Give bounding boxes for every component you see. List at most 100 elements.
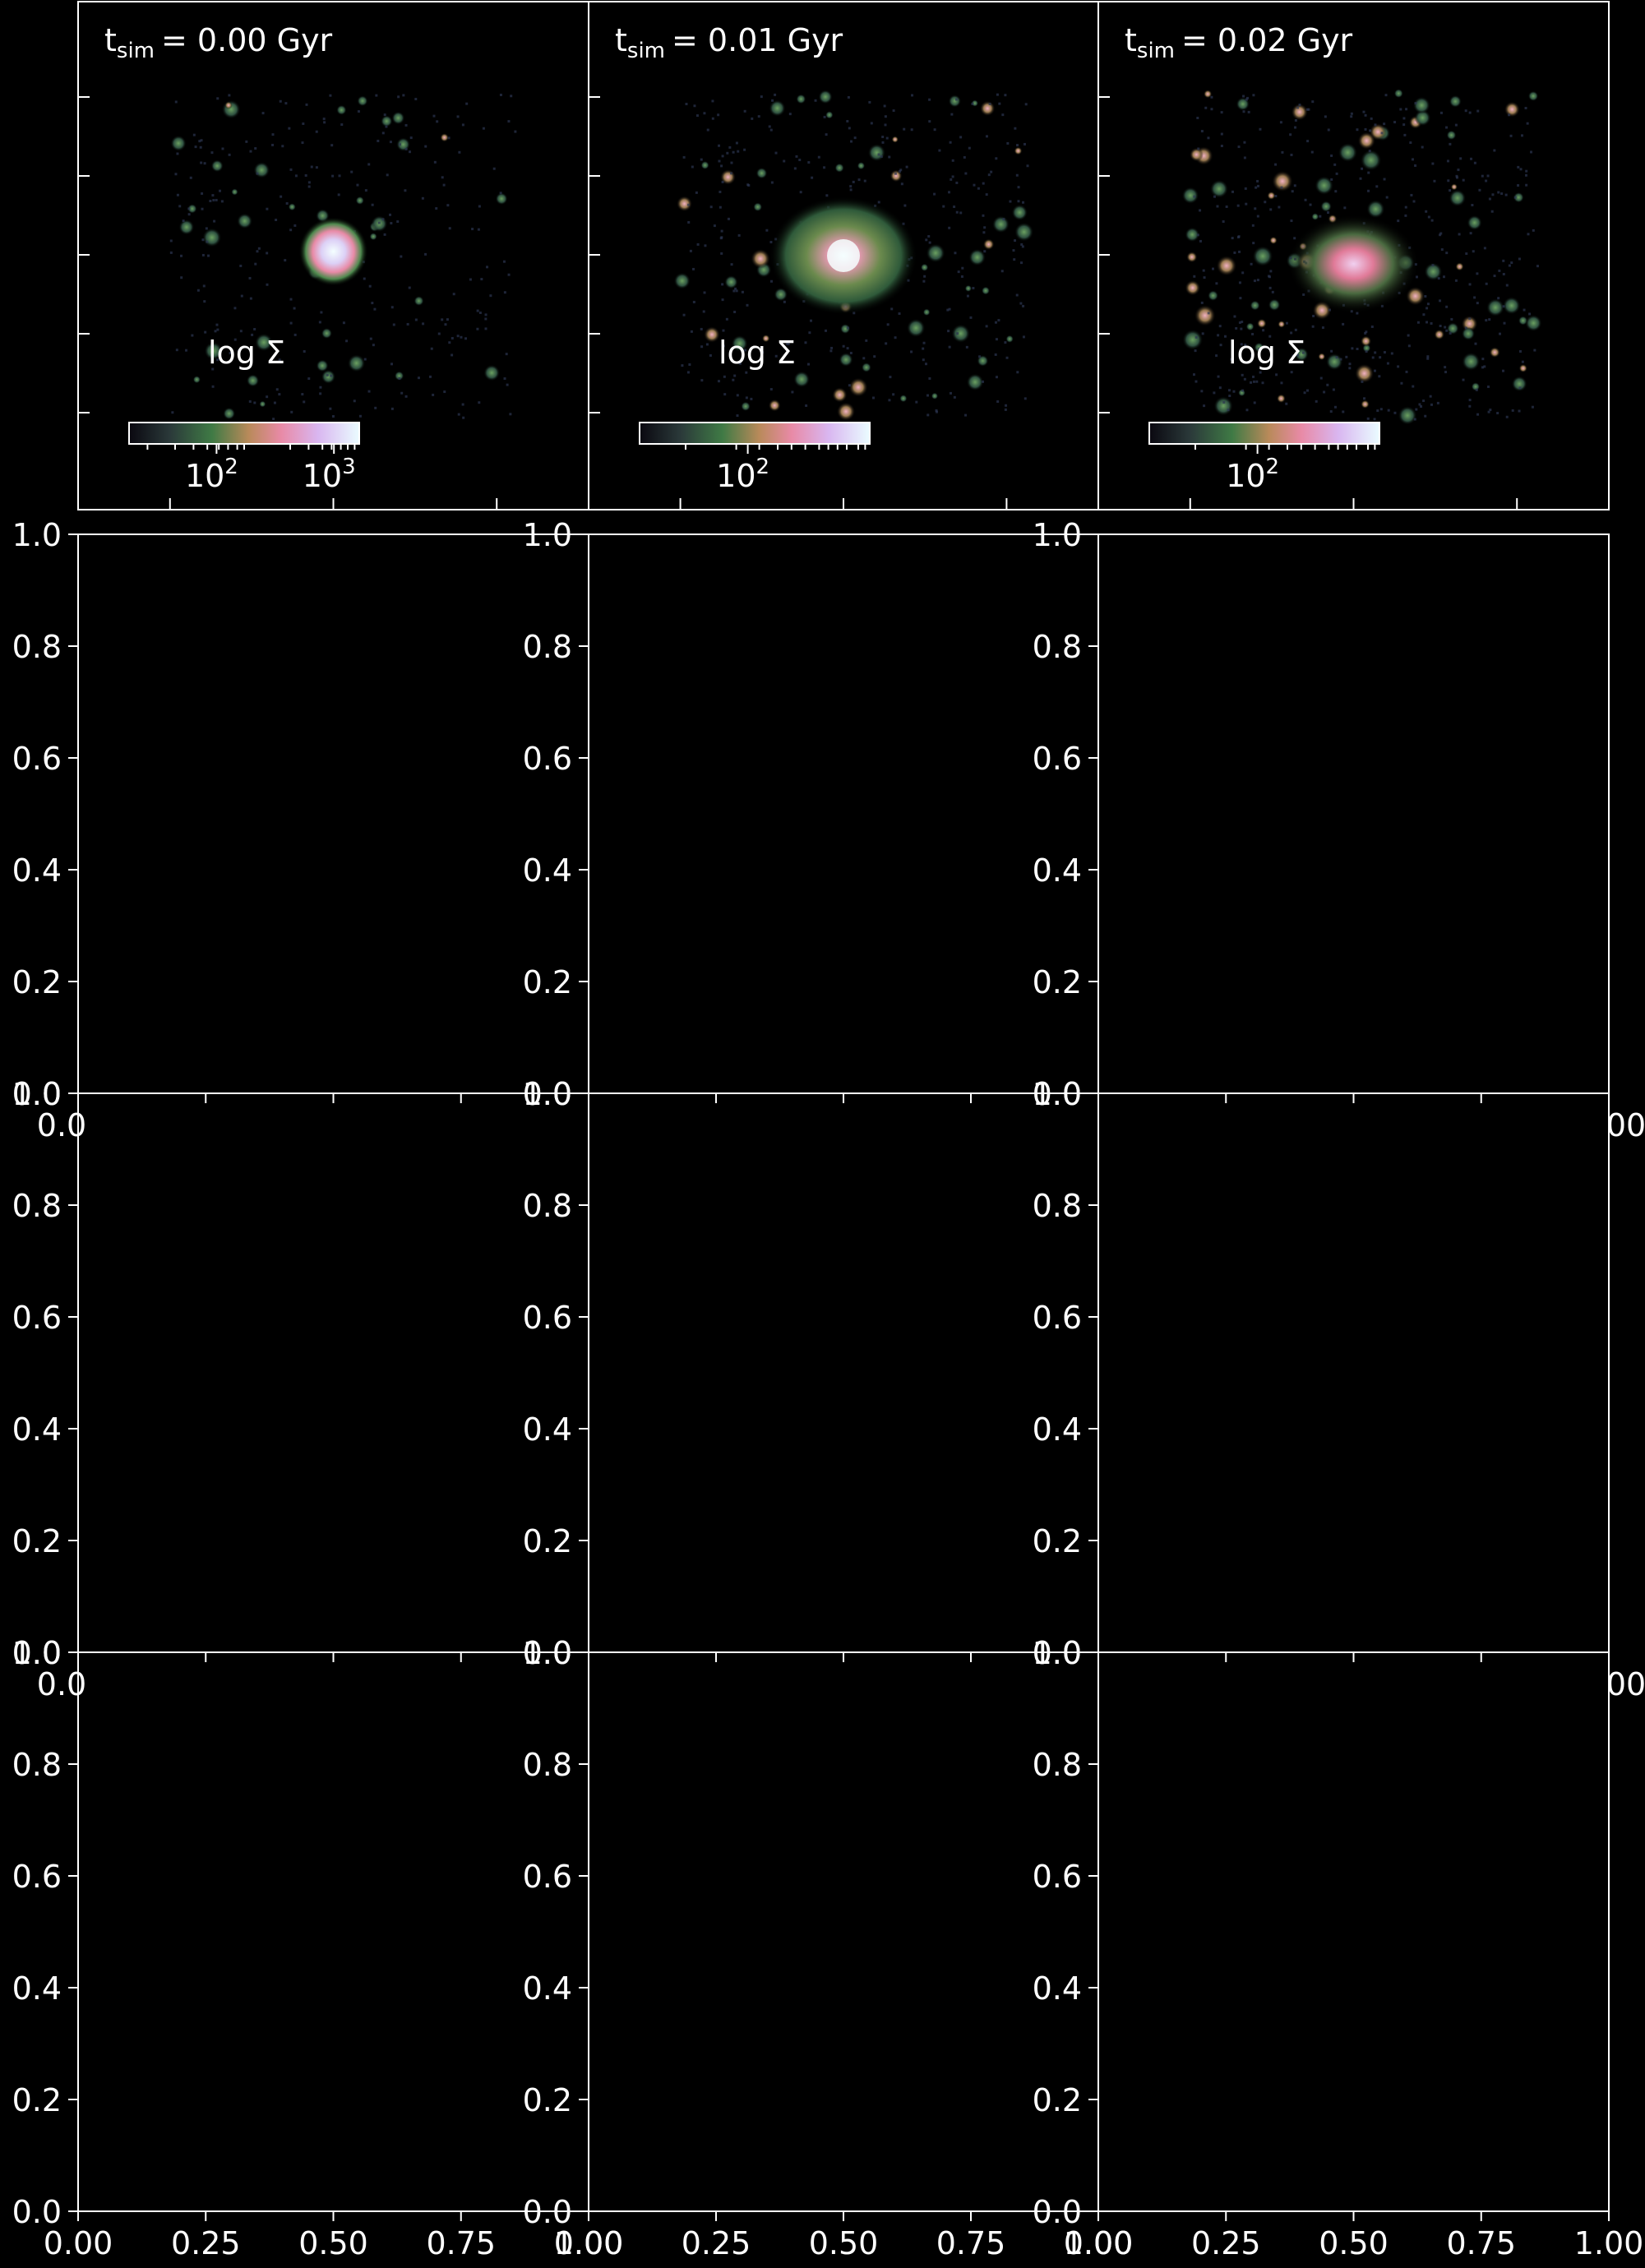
density-clump — [1449, 189, 1467, 207]
density-speckle — [1256, 215, 1259, 218]
density-speckle — [1418, 403, 1421, 406]
density-speckle — [1215, 282, 1218, 285]
x-tick-label: 1.00 — [1574, 2225, 1644, 2261]
density-speckle — [870, 122, 873, 125]
density-speckle — [1407, 344, 1411, 348]
density-speckle — [1367, 171, 1370, 174]
time-label-subscript: sim — [627, 39, 665, 63]
density-clump — [414, 295, 424, 307]
density-speckle — [693, 104, 696, 108]
density-speckle — [704, 244, 707, 247]
density-speckle — [248, 276, 252, 279]
density-clump — [1398, 405, 1417, 425]
density-speckle — [1262, 329, 1265, 332]
density-speckle — [390, 363, 393, 366]
density-speckle — [946, 308, 950, 312]
density-speckle — [995, 376, 998, 379]
density-speckle — [1525, 183, 1528, 187]
density-speckle — [948, 307, 951, 311]
density-clump — [1216, 255, 1237, 276]
density-speckle — [1330, 349, 1333, 353]
density-speckle — [464, 337, 468, 340]
density-speckle — [1293, 237, 1296, 240]
density-speckle — [995, 157, 998, 160]
density-speckle — [266, 395, 269, 399]
density-speckle — [392, 323, 395, 326]
density-speckle — [1278, 206, 1281, 209]
density-speckle — [1294, 118, 1297, 122]
density-speckle — [284, 102, 288, 105]
density-clump — [1527, 90, 1539, 102]
density-speckle — [983, 226, 987, 229]
density-speckle — [928, 376, 931, 380]
density-speckle — [783, 159, 786, 163]
density-speckle — [322, 118, 326, 121]
density-speckle — [1437, 277, 1440, 280]
density-speckle — [1464, 109, 1467, 113]
density-speckle — [942, 205, 945, 208]
density-speckle — [331, 174, 335, 178]
density-speckle — [424, 145, 427, 148]
density-speckle — [249, 150, 252, 153]
x-tick-label: 0.50 — [298, 2225, 368, 2261]
density-clump — [202, 228, 222, 247]
density-speckle — [1429, 395, 1432, 398]
density-speckle — [199, 146, 202, 149]
density-speckle — [737, 233, 741, 237]
density-clump — [1338, 142, 1358, 163]
density-speckle — [1393, 411, 1397, 414]
density-speckle — [1285, 402, 1288, 405]
density-speckle — [922, 341, 926, 344]
density-speckle — [1201, 332, 1204, 335]
density-clump — [982, 238, 995, 251]
density-speckle — [383, 233, 386, 236]
density-speckle — [271, 143, 275, 146]
density-speckle — [1368, 150, 1371, 153]
density-speckle — [1426, 303, 1430, 306]
density-clump — [1360, 335, 1372, 347]
density-speckle — [1218, 325, 1222, 328]
density-speckle — [1334, 190, 1338, 193]
density-speckle — [732, 289, 736, 293]
density-speckle — [949, 391, 952, 395]
density-speckle — [894, 172, 897, 175]
density-speckle — [261, 112, 265, 115]
density-speckle — [196, 289, 200, 292]
density-speckle — [1245, 202, 1248, 206]
x-tick-label: 0.50 — [809, 2225, 879, 2261]
density-speckle — [721, 298, 724, 302]
density-speckle — [1422, 400, 1426, 403]
density-speckle — [880, 155, 883, 158]
density-speckle — [280, 195, 283, 198]
y-tick-label: 0.6 — [12, 1859, 62, 1895]
density-speckle — [720, 236, 723, 239]
density-speckle — [1383, 178, 1386, 181]
density-clump — [1455, 262, 1464, 271]
density-speckle — [1468, 317, 1472, 321]
density-speckle — [688, 363, 691, 367]
density-speckle — [342, 321, 345, 325]
density-speckle — [201, 253, 205, 256]
density-clump — [369, 232, 377, 241]
density-speckle — [1193, 195, 1196, 198]
density-speckle — [176, 193, 179, 196]
density-speckle — [266, 207, 269, 210]
density-speckle — [926, 394, 929, 397]
density-clump — [968, 248, 987, 266]
density-speckle — [323, 121, 326, 124]
density-speckle — [1369, 129, 1372, 132]
density-speckle — [1293, 184, 1296, 187]
density-speckle — [305, 103, 308, 106]
density-speckle — [750, 397, 753, 400]
density-speckle — [905, 165, 908, 169]
density-speckle — [1199, 239, 1202, 243]
x-tick-label: 0.25 — [171, 2225, 241, 2261]
density-speckle — [787, 342, 790, 345]
density-clump — [178, 219, 195, 235]
density-speckle — [926, 413, 930, 417]
density-speckle — [1255, 380, 1259, 383]
density-speckle — [788, 113, 792, 116]
density-speckle — [1517, 165, 1520, 169]
density-speckle — [721, 283, 724, 286]
density-speckle — [465, 102, 469, 105]
